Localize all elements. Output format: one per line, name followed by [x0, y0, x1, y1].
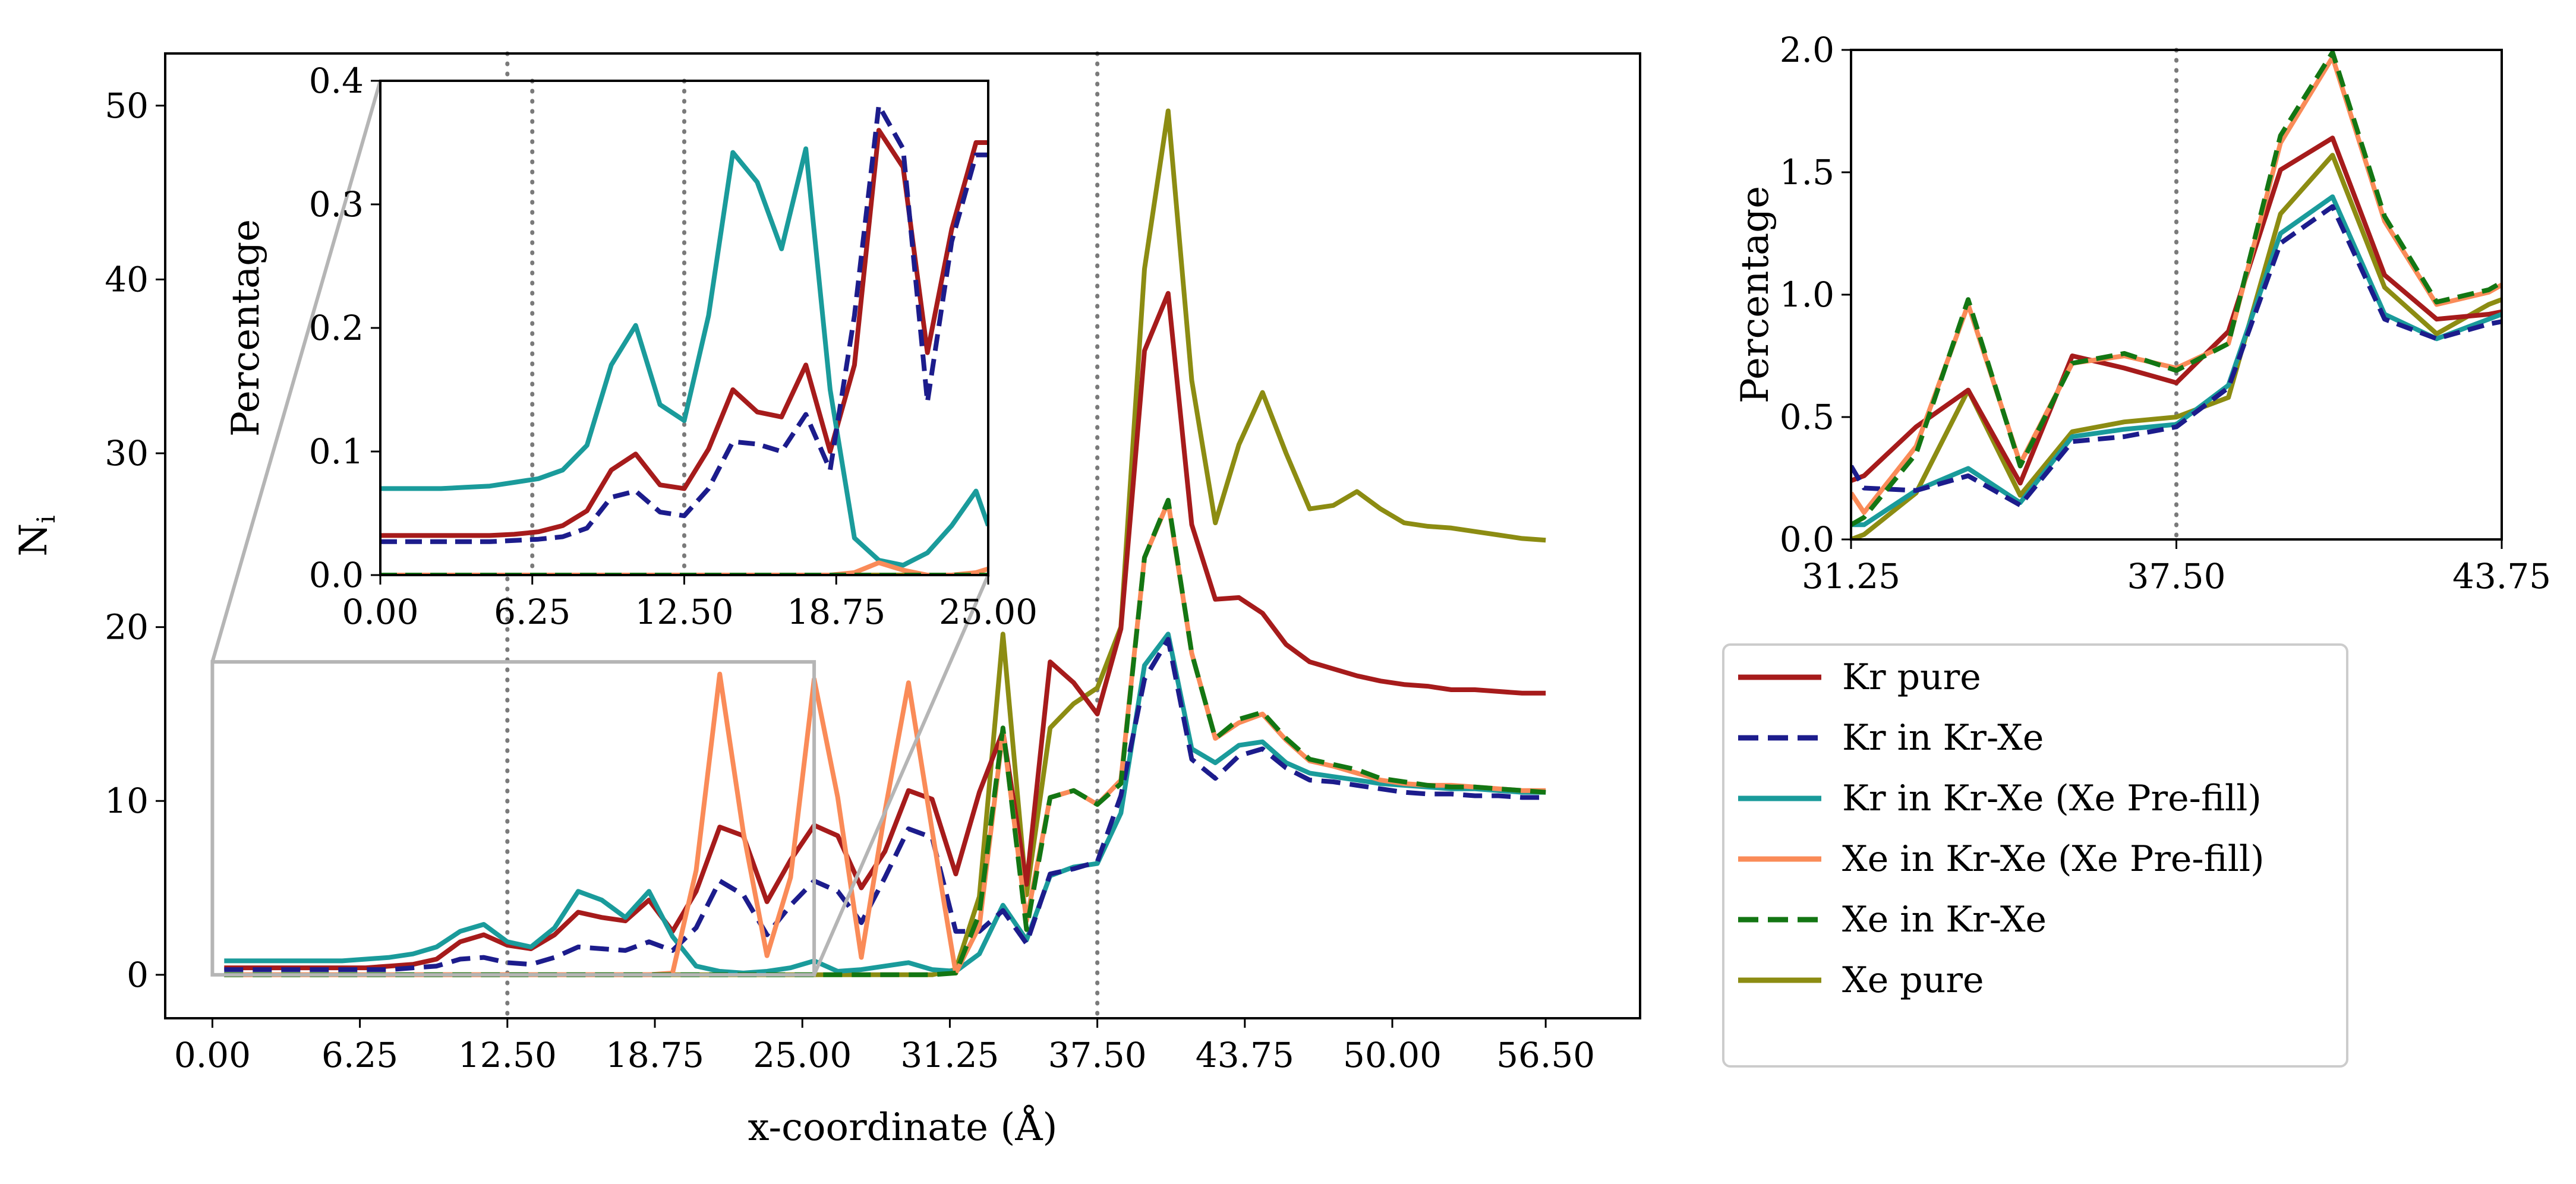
- right-x-tick-label: 43.75: [2452, 556, 2551, 596]
- legend-frame: [1722, 643, 2348, 1068]
- main-y-tick-label: 30: [105, 433, 149, 473]
- main-series-kr-in-kr-xe-xe-pre-fill: [224, 632, 1546, 975]
- right-y-tick-label: 0.5: [1780, 397, 1834, 437]
- right-x-tick-label: 37.50: [2127, 556, 2225, 596]
- main-series-kr-in-kr-xe: [224, 637, 1546, 973]
- inset-series-xe-in-kr-xe-xe-pre-fill: [380, 560, 988, 575]
- legend-label-kr-pure: Kr pure: [1842, 656, 1981, 698]
- inset-y-tick-label: 0.3: [309, 184, 364, 225]
- inset-series-kr-in-kr-xe: [380, 103, 988, 544]
- inset-series-group: [380, 103, 988, 575]
- inset-y-tick-label: 0.1: [309, 431, 364, 472]
- right-y-axis-label: Percentage: [1733, 186, 1777, 403]
- inset-series-kr-pure: [380, 128, 988, 538]
- legend-label-kr-in-kr-xe-xe-pre-fill: Kr in Kr-Xe (Xe Pre-fill): [1842, 778, 2262, 819]
- inset-y-tick-label: 0.4: [309, 61, 364, 101]
- main-x-tick-label: 6.25: [321, 1035, 398, 1075]
- legend-label-kr-in-kr-xe: Kr in Kr-Xe: [1842, 717, 2044, 759]
- right-y-tick-label: 1.0: [1780, 274, 1834, 315]
- legend-label-xe-in-kr-xe: Xe in Kr-Xe: [1842, 899, 2047, 940]
- inset-plot: 0.00 6.25 12.50 18.75 25.00 0.0 0.1 0.2 0.3 0.4 Pe…: [224, 61, 1038, 632]
- right-y-tick-label: 0.0: [1780, 519, 1834, 560]
- zoom-region-box: [210, 660, 816, 977]
- legend: Kr pure Kr in Kr-Xe Kr in Kr-Xe (Xe Pre-fi…: [1722, 643, 2348, 1068]
- inset-x-tick-label: 6.25: [494, 592, 570, 632]
- legend-label-xe-pure: Xe pure: [1842, 959, 1984, 1001]
- right-series-xe-pure: [1851, 153, 2502, 539]
- main-x-tick-label: 56.50: [1496, 1035, 1595, 1075]
- main-y-tick-label: 10: [105, 781, 149, 821]
- main-y-axis-label: Ni: [12, 515, 61, 556]
- right-frame: [1850, 49, 2503, 541]
- main-frame: [164, 52, 1641, 1019]
- main-x-tick-label: 0.00: [174, 1035, 251, 1075]
- main-series-xe-in-kr-xe: [224, 498, 1546, 977]
- inset-x-tick-label: 0.00: [342, 592, 418, 632]
- inset-y-axis-label: Percentage: [224, 219, 268, 437]
- main-x-axis-label: x-coordinate (Å): [748, 1105, 1058, 1150]
- main-y-tick-label: 0: [127, 955, 149, 995]
- zoom-connector-right: [812, 574, 990, 976]
- inset-x-tick-label: 12.50: [635, 592, 733, 632]
- main-x-tick-label: 18.75: [606, 1035, 704, 1075]
- right-plot: 31.25 37.50 43.75 0.0 0.5 1.0 1.5 2.0 Percentage: [1733, 30, 2551, 596]
- right-series-group: [1851, 50, 2502, 539]
- inset-x-tick-label: 18.75: [787, 592, 885, 632]
- right-series-kr-pure: [1851, 135, 2502, 486]
- zoom-connector-left: [210, 80, 382, 662]
- main-x-tick-label: 25.00: [753, 1035, 852, 1075]
- right-x-tick-label: 31.25: [1802, 556, 1900, 596]
- right-series-xe-in-kr-xe: [1851, 50, 2502, 527]
- right-y-tick-label: 1.5: [1780, 152, 1834, 192]
- inset-y-tick-label: 0.2: [309, 308, 364, 348]
- main-y-axis-label-subscript: i: [31, 515, 61, 523]
- main-x-tick-label: 12.50: [458, 1035, 557, 1075]
- zoom-indicator: [210, 80, 990, 977]
- main-y-tick-label: 40: [105, 259, 149, 299]
- main-series-kr-pure: [224, 291, 1546, 971]
- right-y-tick-label: 2.0: [1780, 30, 1834, 70]
- inset-y-tick-label: 0.0: [309, 555, 364, 595]
- main-y-tick-label: 50: [105, 86, 149, 126]
- main-x-tick-label: 43.75: [1196, 1035, 1294, 1075]
- right-series-kr-in-kr-xe: [1851, 204, 2502, 508]
- main-x-tick-label: 37.50: [1048, 1035, 1147, 1075]
- legend-label-xe-in-kr-xe-xe-pre-fill: Xe in Kr-Xe (Xe Pre-fill): [1842, 838, 2264, 880]
- inset-series-kr-in-kr-xe-xe-pre-fill: [380, 146, 988, 568]
- inset-frame: [379, 80, 989, 576]
- inset-x-tick-label: 25.00: [939, 592, 1038, 632]
- main-x-tick-label: 50.00: [1343, 1035, 1442, 1075]
- main-y-tick-label: 20: [105, 607, 149, 648]
- main-x-tick-label: 31.25: [900, 1035, 999, 1075]
